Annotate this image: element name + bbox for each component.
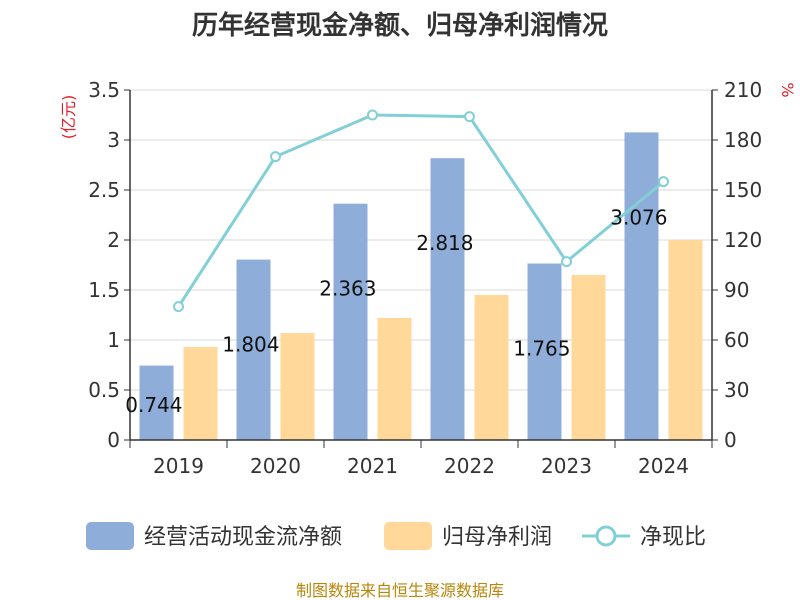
point-ratio-2022 (464, 111, 475, 123)
axes: 0 0.5 1 1.5 2 2.5 3 3.5 0 30 60 90 120 150 180 210 2019 2… (88, 78, 762, 478)
data-label-cashflow-2020: 1.804 (222, 333, 279, 357)
data-label-cashflow-2023: 1.765 (513, 337, 570, 361)
legend-label-netprofit: 归母净利润 (442, 525, 552, 550)
left-axis-tick-label: 1 (107, 328, 120, 352)
bar-netprofit-2023 (571, 275, 606, 440)
x-axis-tick-label: 2019 (153, 454, 204, 478)
point-ratio-2023 (561, 256, 572, 268)
right-axis-tick-label: 120 (724, 228, 762, 252)
bar-netprofit-2024 (668, 240, 703, 440)
right-axis-unit: % (778, 82, 797, 97)
x-axis-tick-label: 2022 (444, 454, 495, 478)
chart-title: 历年经营现金净额、归母净利润情况 (192, 10, 608, 41)
left-axis-tick-label: 3 (107, 128, 120, 152)
point-ratio-2020 (270, 151, 281, 163)
left-axis-tick-label: 2.5 (88, 178, 120, 202)
legend-swatch-cashflow (86, 522, 134, 550)
right-axis-tick-label: 210 (724, 78, 762, 102)
data-label-cashflow-2024: 3.076 (610, 205, 667, 229)
right-axis-tick-label: 90 (724, 278, 749, 302)
left-axis-tick-label: 3.5 (88, 78, 120, 102)
x-axis-tick-label: 2021 (347, 454, 398, 478)
bar-netprofit-2020 (280, 333, 315, 440)
x-axis-tick-label: 2024 (638, 454, 689, 478)
grid-lines (130, 89, 712, 391)
data-labels: 0.744 1.804 2.363 2.818 1.765 3.076 (125, 205, 667, 417)
left-axis-tick-label: 0.5 (88, 378, 120, 402)
x-axis-tick-label: 2020 (250, 454, 301, 478)
left-axis-tick-label: 0 (107, 428, 120, 452)
right-axis-tick-label: 60 (724, 328, 749, 352)
line-series (173, 109, 669, 313)
left-axis-tick-label: 2 (107, 228, 120, 252)
point-ratio-2019 (173, 301, 184, 313)
legend-marker-ratio (595, 525, 617, 547)
source-note: 制图数据来自恒生聚源数据库 (296, 581, 504, 600)
right-axis-tick-label: 0 (724, 428, 737, 452)
right-axis-tick-label: 30 (724, 378, 749, 402)
legend-swatch-netprofit (384, 522, 432, 550)
bar-cashflow-2021 (333, 203, 368, 440)
legend-label-ratio: 净现比 (640, 525, 706, 550)
bar-cashflow-2020 (236, 259, 271, 440)
line-ratio (177, 113, 665, 308)
bar-cashflow-2023 (527, 263, 562, 440)
point-ratio-2021 (367, 109, 378, 121)
bar-cashflow-2024 (624, 132, 659, 440)
bar-cashflow-2022 (430, 158, 465, 440)
bar-netprofit-2019 (183, 347, 218, 440)
bar-cashflow-2019 (139, 365, 174, 440)
x-axis-tick-label: 2023 (541, 454, 592, 478)
legend: 经营活动现金流净额 归母净利润 净现比 (86, 522, 706, 550)
right-axis-tick-label: 150 (724, 178, 762, 202)
left-axis-tick-label: 1.5 (88, 278, 120, 302)
data-label-cashflow-2021: 2.363 (319, 277, 376, 301)
point-ratio-2024 (658, 176, 669, 188)
data-label-cashflow-2022: 2.818 (416, 231, 473, 255)
bar-netprofit-2021 (377, 318, 412, 440)
data-label-cashflow-2019: 0.744 (125, 393, 182, 417)
left-axis-unit: (亿元) (59, 95, 78, 140)
right-axis-tick-label: 180 (724, 128, 762, 152)
bar-netprofit-2022 (474, 295, 509, 440)
bars (139, 132, 703, 440)
legend-label-cashflow: 经营活动现金流净额 (144, 525, 342, 550)
